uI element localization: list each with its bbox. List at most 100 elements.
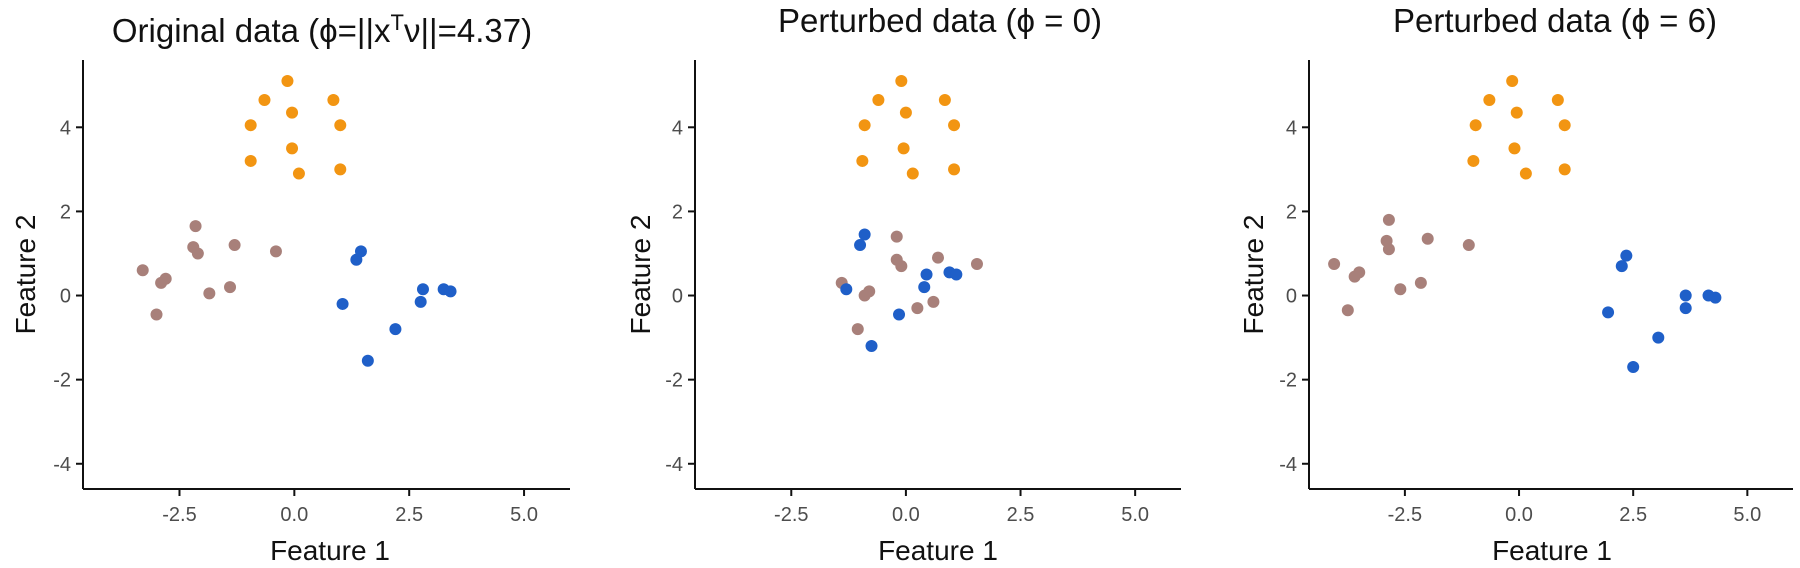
data-point-cluster_2	[389, 323, 402, 336]
data-point-cluster_3	[1510, 106, 1523, 119]
data-point-cluster_1	[1462, 239, 1475, 252]
data-point-cluster_3	[872, 93, 885, 106]
data-point-cluster_2	[444, 285, 457, 298]
data-point-cluster_3	[1558, 119, 1571, 132]
data-point-cluster_2	[950, 268, 963, 281]
x-tick-label: 5.0	[1733, 504, 1761, 526]
y-tick-label: 4	[60, 117, 71, 139]
data-point-cluster_2	[1620, 249, 1633, 262]
data-point-cluster_3	[286, 106, 299, 119]
x-tick-label: 2.5	[395, 504, 423, 526]
data-point-cluster_3	[1508, 142, 1521, 155]
data-point-cluster_3	[906, 167, 919, 180]
data-point-cluster_1	[159, 272, 172, 285]
data-point-cluster_3	[292, 167, 305, 180]
data-point-cluster_2	[354, 245, 367, 258]
x-axis-title: Feature 1	[270, 535, 390, 566]
data-point-cluster_1	[851, 323, 864, 336]
data-point-cluster_2	[1602, 306, 1615, 319]
data-point-cluster_2	[920, 268, 933, 281]
data-point-cluster_2	[854, 239, 867, 252]
data-point-cluster_2	[336, 297, 349, 310]
data-point-cluster_1	[136, 264, 149, 277]
panel-1: Original data (ϕ=||xTν||=4.37) -2.5 0.0 2.…	[10, 10, 570, 566]
data-point-cluster_1	[890, 230, 903, 243]
y-axis-title: Feature 2	[10, 215, 41, 335]
y-tick-label: -2	[53, 370, 71, 392]
y-tick-label: 0	[1286, 286, 1297, 308]
x-axis-title: Feature 1	[878, 535, 998, 566]
y-tick-label: 2	[1286, 201, 1297, 223]
data-point-cluster_1	[970, 257, 983, 270]
y-tick-label: -2	[1279, 370, 1297, 392]
data-point-cluster_2	[1679, 302, 1692, 315]
x-tick-label: 0.0	[892, 504, 920, 526]
data-point-cluster_1	[911, 302, 924, 315]
data-point-cluster_2	[918, 281, 931, 294]
x-tick-label: 2.5	[1619, 504, 1647, 526]
panel-2: Perturbed data (ϕ = 0) -2.5 0.0 2.5 5.0 -4 -2…	[625, 2, 1181, 566]
data-point-cluster_1	[1394, 283, 1407, 296]
x-tick-label: 0.0	[1505, 504, 1533, 526]
data-point-cluster_3	[1558, 163, 1571, 176]
x-tick-label: -2.5	[1388, 504, 1422, 526]
y-tick-label: -4	[1279, 454, 1297, 476]
data-point-cluster_2	[840, 283, 853, 296]
data-point-cluster_3	[244, 154, 257, 167]
data-point-cluster_1	[1421, 232, 1434, 245]
data-point-cluster_3	[1483, 93, 1496, 106]
y-axis-title: Feature 2	[625, 215, 656, 335]
data-point-cluster_3	[1506, 75, 1519, 88]
data-point-cluster_2	[1627, 361, 1640, 374]
data-point-cluster_1	[228, 239, 241, 252]
data-point-cluster_3	[1551, 93, 1564, 106]
data-point-cluster_2	[1709, 291, 1722, 304]
data-point-cluster_2	[865, 340, 878, 352]
data-point-cluster_1	[203, 287, 216, 300]
panel-3-title: Perturbed data (ϕ = 6)	[1393, 2, 1717, 39]
panel-1-title: Original data (ϕ=||xTν||=4.37)	[112, 10, 532, 49]
data-point-cluster_2	[858, 228, 871, 241]
data-point-cluster_1	[1328, 257, 1341, 270]
data-point-cluster_3	[899, 106, 912, 119]
y-tick-label: 2	[672, 201, 683, 223]
y-tick-label: 0	[60, 286, 71, 308]
y-tick-label: 2	[60, 201, 71, 223]
data-point-cluster_2	[1679, 289, 1692, 302]
x-tick-label: 0.0	[280, 504, 308, 526]
data-point-cluster_1	[191, 247, 204, 260]
data-point-cluster_1	[927, 295, 940, 308]
x-axis-title: Feature 1	[1492, 535, 1612, 566]
y-tick-label: -4	[53, 454, 71, 476]
data-point-cluster_1	[1341, 304, 1354, 317]
data-point-cluster_3	[244, 119, 257, 132]
data-point-cluster_3	[895, 75, 908, 88]
y-tick-label: 4	[1286, 117, 1297, 139]
data-point-cluster_3	[1467, 154, 1480, 167]
x-tick-label: 2.5	[1007, 504, 1035, 526]
data-point-cluster_3	[281, 75, 294, 88]
y-tick-label: -2	[665, 370, 683, 392]
data-point-cluster_3	[1469, 119, 1482, 132]
data-point-cluster_3	[1519, 167, 1532, 180]
data-point-cluster_1	[1382, 243, 1395, 256]
data-point-cluster_1	[224, 281, 237, 294]
y-tick-label: -4	[665, 454, 683, 476]
y-tick-label: 4	[672, 117, 683, 139]
panel-2-title: Perturbed data (ϕ = 0)	[778, 2, 1102, 39]
data-point-cluster_3	[948, 119, 961, 132]
data-point-cluster_2	[361, 354, 374, 367]
data-point-cluster_2	[1652, 331, 1665, 344]
data-point-cluster_3	[334, 119, 347, 132]
data-point-cluster_1	[932, 251, 944, 264]
data-point-cluster_2	[893, 308, 906, 321]
data-point-cluster_3	[938, 93, 951, 106]
data-point-cluster_3	[948, 163, 961, 176]
panel-3: Perturbed data (ϕ = 6) -2.5 0.0 2.5 5.0 -4 -2…	[1238, 2, 1793, 566]
data-point-cluster_3	[334, 163, 347, 176]
data-point-cluster_1	[1353, 266, 1366, 279]
data-point-cluster_3	[286, 142, 299, 155]
data-point-cluster_2	[416, 283, 429, 296]
data-point-cluster_3	[258, 93, 271, 106]
